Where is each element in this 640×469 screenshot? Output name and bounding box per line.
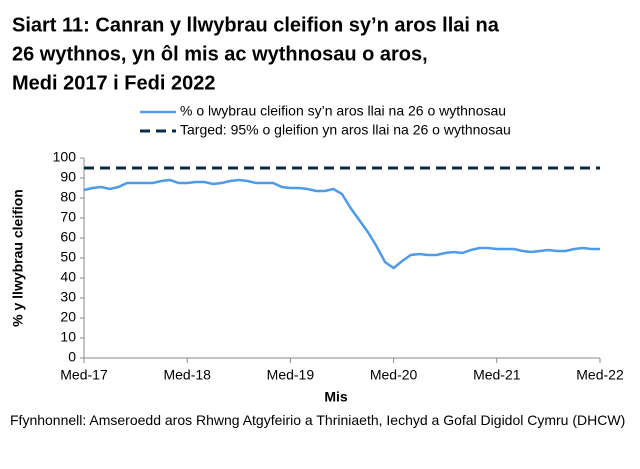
legend-label: % o lwybrau cleifion sy’n aros llai na 2… <box>180 103 506 119</box>
chart-title: 26 wythnos, yn ôl mis ac wythnosau o aro… <box>12 43 428 65</box>
legend-label: Targed: 95% o gleifion yn aros llai na 2… <box>180 122 511 138</box>
y-tick-label: 0 <box>68 349 76 365</box>
x-tick-label: Med-18 <box>163 367 211 383</box>
y-tick-label: 50 <box>60 249 76 265</box>
series-line <box>83 178 600 270</box>
chart-title: Siart 11: Canran y llwybrau cleifion sy’… <box>12 14 500 36</box>
x-axis-title: Mis <box>324 389 348 405</box>
y-tick-label: 10 <box>60 329 76 345</box>
y-tick-label: 70 <box>60 209 76 225</box>
y-tick-label: 80 <box>60 189 76 205</box>
y-tick-label: 100 <box>53 149 77 165</box>
x-tick-label: Med-22 <box>576 367 624 383</box>
x-tick-label: Med-17 <box>60 367 108 383</box>
y-tick-label: 30 <box>60 289 76 305</box>
y-axis-title: % y llwybrau cleifion <box>10 189 26 327</box>
x-tick-label: Med-21 <box>473 367 521 383</box>
y-tick-label: 40 <box>60 269 76 285</box>
x-tick-label: Med-19 <box>267 367 315 383</box>
source-note: Ffynhonnell: Amseroedd aros Rhwng Atgyfe… <box>10 412 626 428</box>
y-tick-label: 60 <box>60 229 76 245</box>
y-tick-label: 20 <box>60 309 76 325</box>
x-tick-label: Med-20 <box>370 367 418 383</box>
chart-title: Medi 2017 i Fedi 2022 <box>12 72 215 94</box>
y-tick-label: 90 <box>60 169 76 185</box>
